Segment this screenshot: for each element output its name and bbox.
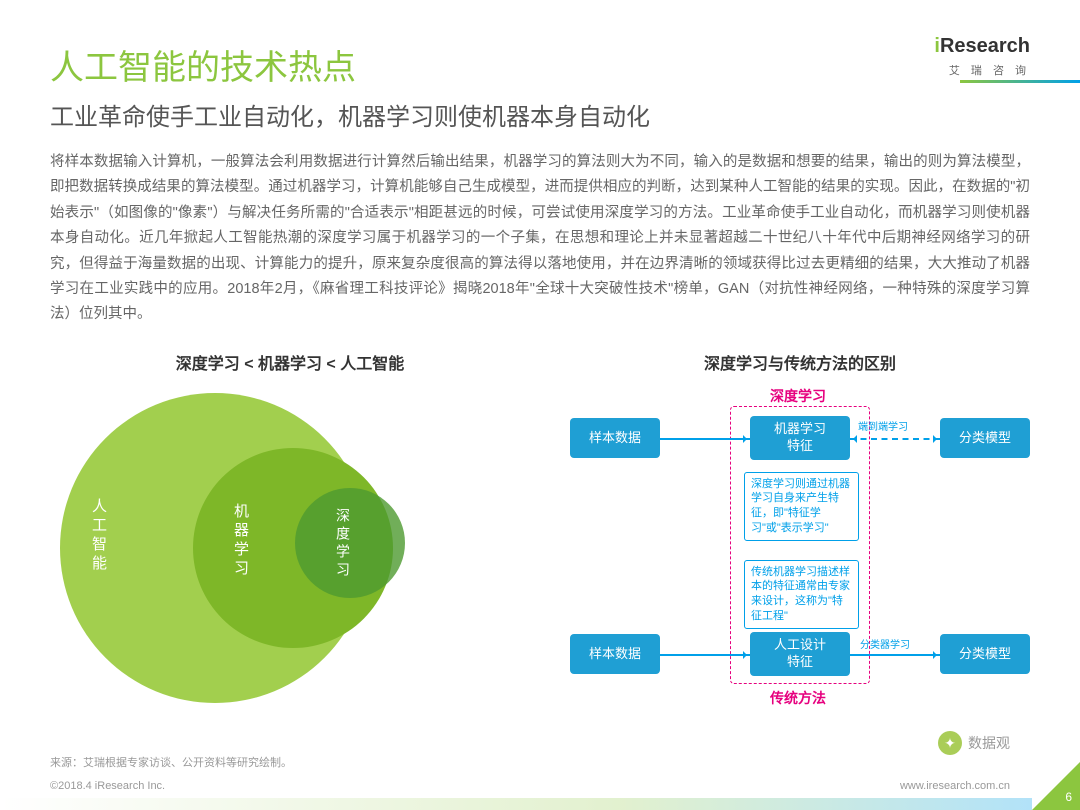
- arrow-r1a: [660, 438, 750, 440]
- edge-label-top: 端到端学习: [858, 418, 908, 433]
- flow-bottom-label: 传统方法: [770, 688, 826, 708]
- copyright: ©2018.4 iResearch Inc.: [50, 780, 165, 792]
- footer-stripe: [0, 798, 1032, 810]
- footer-url: www.iresearch.com.cn: [900, 780, 1010, 792]
- source-note: 来源：艾瑞根据专家访谈、公开资料等研究绘制。: [50, 754, 292, 770]
- node-r1-feature: 机器学习 特征: [750, 416, 850, 460]
- page-number: 6: [1065, 790, 1072, 804]
- node-r1-model: 分类模型: [940, 418, 1030, 458]
- venn-label-ai: 人工智能: [88, 498, 109, 574]
- flow-top-label: 深度学习: [770, 386, 826, 406]
- arrow-r2a: [660, 654, 750, 656]
- edge-label-bottom: 分类器学习: [860, 636, 910, 651]
- node-r2-feature: 人工设计 特征: [750, 632, 850, 676]
- venn-diagram: 人工智能 机器学习 深度学习: [50, 388, 530, 708]
- arrow-r2b: [850, 654, 940, 656]
- page-subtitle: 工业革命使手工业自动化，机器学习则使机器本身自动化: [50, 97, 1030, 132]
- brand-sub: 艾 瑞 咨 询: [949, 62, 1030, 78]
- venn-title: 深度学习 < 机器学习 < 人工智能: [50, 350, 530, 374]
- venn-label-dl: 深度学习: [333, 508, 353, 580]
- watermark: ✦ 数据观: [938, 731, 1010, 755]
- node-r1-data: 样本数据: [570, 418, 660, 458]
- flow-title: 深度学习与传统方法的区别: [560, 350, 1040, 374]
- wechat-icon: ✦: [938, 731, 962, 755]
- node-r2-data: 样本数据: [570, 634, 660, 674]
- brand-bar: [960, 80, 1080, 83]
- flow-diagram: 深度学习 样本数据 机器学习 特征 分类模型 端到端学习 深度学习则通过机器学习…: [560, 388, 1040, 708]
- body-paragraph: 将样本数据输入计算机，一般算法会利用数据进行计算然后输出结果，机器学习的算法则大…: [50, 150, 1030, 328]
- corner-triangle: [1032, 762, 1080, 810]
- note-bottom: 传统机器学习描述样本的特征通常由专家来设计，这称为"特征工程": [744, 560, 859, 629]
- venn-label-ml: 机器学习: [230, 503, 251, 579]
- arrow-r1b: [850, 438, 940, 440]
- page-title: 人工智能的技术热点: [50, 40, 1030, 89]
- node-r2-model: 分类模型: [940, 634, 1030, 674]
- note-top: 深度学习则通过机器学习自身来产生特征，即"特征学习"或"表示学习": [744, 472, 859, 541]
- brand-logo: iResearch: [934, 35, 1030, 58]
